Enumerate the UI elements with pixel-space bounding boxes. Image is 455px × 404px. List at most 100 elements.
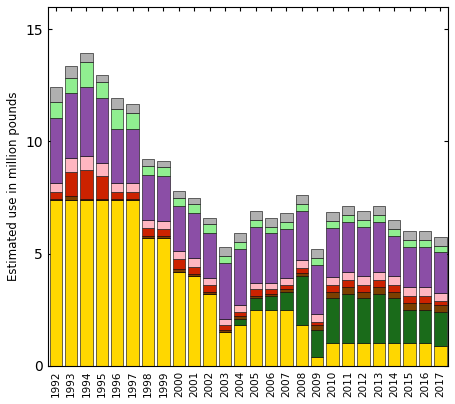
Bar bbox=[296, 268, 308, 273]
Bar bbox=[96, 75, 108, 82]
Bar bbox=[265, 218, 277, 227]
Bar bbox=[419, 287, 431, 296]
Bar bbox=[234, 234, 247, 242]
Bar bbox=[404, 303, 416, 309]
Bar bbox=[373, 280, 385, 287]
Bar bbox=[419, 303, 431, 309]
Bar bbox=[296, 204, 308, 211]
Bar bbox=[142, 220, 154, 228]
Bar bbox=[219, 256, 231, 263]
Bar bbox=[126, 114, 139, 129]
Bar bbox=[126, 199, 139, 200]
Bar bbox=[280, 229, 293, 278]
Bar bbox=[188, 198, 200, 204]
Bar bbox=[188, 204, 200, 213]
Bar bbox=[327, 285, 339, 292]
Bar bbox=[157, 221, 170, 229]
Bar bbox=[373, 206, 385, 215]
Bar bbox=[142, 238, 154, 366]
Bar bbox=[311, 258, 324, 265]
Bar bbox=[80, 199, 93, 200]
Bar bbox=[342, 222, 354, 271]
Bar bbox=[96, 163, 108, 176]
Bar bbox=[96, 82, 108, 98]
Bar bbox=[357, 211, 369, 220]
Bar bbox=[219, 325, 231, 330]
Bar bbox=[203, 294, 216, 366]
Bar bbox=[419, 296, 431, 303]
Bar bbox=[249, 220, 262, 227]
Bar bbox=[342, 206, 354, 215]
Bar bbox=[311, 357, 324, 366]
Bar bbox=[265, 283, 277, 289]
Bar bbox=[126, 183, 139, 192]
Y-axis label: Estimated use in million pounds: Estimated use in million pounds bbox=[7, 92, 20, 281]
Bar bbox=[434, 301, 446, 305]
Bar bbox=[280, 292, 293, 309]
Bar bbox=[249, 211, 262, 220]
Bar bbox=[327, 299, 339, 343]
Bar bbox=[65, 158, 77, 172]
Bar bbox=[50, 192, 62, 199]
Bar bbox=[249, 283, 262, 289]
Bar bbox=[126, 105, 139, 114]
Bar bbox=[234, 242, 247, 249]
Bar bbox=[203, 234, 216, 278]
Bar bbox=[50, 118, 62, 183]
Bar bbox=[234, 249, 247, 305]
Bar bbox=[142, 160, 154, 166]
Bar bbox=[142, 166, 154, 175]
Bar bbox=[342, 294, 354, 343]
Bar bbox=[434, 345, 446, 366]
Bar bbox=[65, 200, 77, 366]
Bar bbox=[234, 325, 247, 366]
Bar bbox=[111, 192, 123, 199]
Bar bbox=[219, 263, 231, 319]
Bar bbox=[327, 277, 339, 285]
Bar bbox=[142, 236, 154, 238]
Bar bbox=[357, 299, 369, 343]
Bar bbox=[419, 240, 431, 247]
Bar bbox=[157, 238, 170, 366]
Bar bbox=[265, 309, 277, 366]
Bar bbox=[157, 236, 170, 238]
Bar bbox=[373, 294, 385, 343]
Bar bbox=[388, 220, 400, 229]
Bar bbox=[80, 170, 93, 199]
Bar bbox=[80, 156, 93, 170]
Bar bbox=[172, 191, 185, 198]
Bar bbox=[388, 285, 400, 292]
Bar bbox=[311, 330, 324, 357]
Bar bbox=[373, 222, 385, 271]
Bar bbox=[219, 330, 231, 332]
Bar bbox=[65, 78, 77, 93]
Bar bbox=[65, 196, 77, 200]
Bar bbox=[157, 176, 170, 221]
Bar bbox=[234, 316, 247, 319]
Bar bbox=[80, 62, 93, 86]
Bar bbox=[172, 269, 185, 271]
Bar bbox=[172, 271, 185, 366]
Bar bbox=[404, 309, 416, 343]
Bar bbox=[434, 293, 446, 301]
Bar bbox=[126, 200, 139, 366]
Bar bbox=[265, 234, 277, 283]
Bar bbox=[280, 213, 293, 222]
Bar bbox=[265, 296, 277, 309]
Bar bbox=[404, 296, 416, 303]
Bar bbox=[188, 274, 200, 276]
Bar bbox=[296, 276, 308, 325]
Bar bbox=[126, 192, 139, 199]
Bar bbox=[296, 325, 308, 366]
Bar bbox=[96, 200, 108, 366]
Bar bbox=[373, 215, 385, 222]
Bar bbox=[50, 102, 62, 118]
Bar bbox=[249, 227, 262, 283]
Bar bbox=[296, 211, 308, 260]
Bar bbox=[203, 292, 216, 294]
Bar bbox=[111, 200, 123, 366]
Bar bbox=[388, 229, 400, 236]
Bar bbox=[404, 240, 416, 247]
Bar bbox=[80, 86, 93, 156]
Bar bbox=[234, 305, 247, 312]
